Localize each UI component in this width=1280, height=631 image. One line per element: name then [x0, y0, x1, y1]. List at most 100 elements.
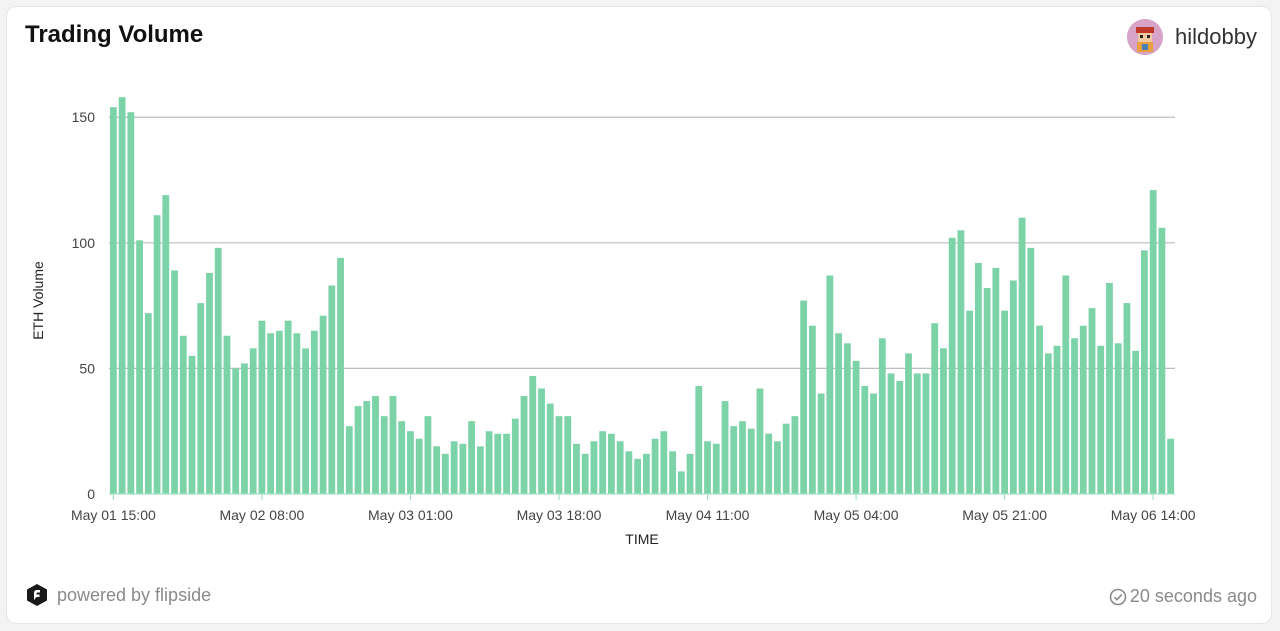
flipside-logo-icon — [27, 584, 47, 606]
bar — [1106, 283, 1113, 494]
bar — [136, 240, 143, 494]
bar — [774, 441, 781, 494]
bar — [878, 338, 886, 494]
bar-chart: 0 50 100 150 May 01 15:00 May 02 08:00 May 03 … — [30, 97, 1196, 547]
bar — [223, 335, 231, 494]
bar — [433, 446, 441, 494]
bar — [573, 443, 580, 494]
bar — [599, 431, 607, 494]
x-tick-label: May 03 01:00 — [368, 507, 453, 523]
bar — [704, 441, 711, 494]
last-updated: 20 seconds ago — [1108, 586, 1257, 607]
bar — [913, 373, 921, 494]
bar — [843, 343, 851, 494]
bar — [354, 406, 362, 494]
user-avatar-icon[interactable] — [1127, 19, 1164, 55]
bar — [415, 438, 423, 494]
username[interactable]: hildobby — [1175, 24, 1257, 49]
x-tick-label: May 02 08:00 — [219, 507, 304, 523]
bar — [372, 396, 379, 494]
x-tick-label: May 05 04:00 — [814, 507, 899, 523]
chart-card: Trading Volume hildobby 0 50 100 150 May 01 … — [6, 6, 1272, 624]
bar — [1114, 343, 1122, 494]
bar — [302, 348, 310, 494]
bar — [922, 373, 930, 494]
bar — [1071, 338, 1078, 494]
powered-by-text: powered by flipside — [57, 584, 212, 605]
bar — [1097, 345, 1105, 494]
bar — [258, 320, 266, 494]
bar — [127, 112, 135, 494]
bar — [214, 247, 222, 494]
bar — [992, 267, 1000, 494]
bar — [1149, 190, 1157, 494]
bar — [267, 333, 275, 494]
bar — [896, 380, 904, 494]
user-profile[interactable]: hildobby — [1127, 19, 1257, 55]
bar — [948, 237, 956, 495]
bar — [407, 431, 414, 494]
bar — [179, 335, 187, 494]
bar — [520, 396, 528, 494]
bar — [441, 453, 449, 494]
bar — [791, 416, 799, 494]
bar — [669, 451, 676, 494]
bar — [188, 355, 196, 494]
bar — [808, 325, 816, 494]
bar — [1009, 280, 1017, 494]
bar — [1036, 325, 1043, 494]
powered-by-link[interactable]: powered by flipside — [25, 583, 211, 607]
y-tick-label: 100 — [72, 235, 96, 251]
bar — [642, 453, 650, 494]
bar — [171, 270, 178, 494]
bar — [1141, 250, 1148, 494]
bar — [1062, 275, 1070, 494]
bar — [590, 441, 598, 494]
bar — [817, 393, 825, 494]
bar — [974, 262, 982, 494]
bar — [747, 428, 755, 494]
bar — [835, 333, 843, 494]
bar — [241, 363, 248, 494]
bar — [546, 403, 554, 494]
chart-title: Trading Volume — [25, 21, 204, 48]
bar — [940, 348, 947, 494]
check-circle-icon — [1109, 588, 1127, 605]
bar — [118, 97, 126, 494]
bar — [608, 433, 615, 494]
bar — [328, 285, 336, 494]
bar — [162, 195, 170, 494]
bar — [686, 453, 694, 494]
bar — [380, 416, 388, 494]
bar — [494, 433, 502, 494]
bar — [870, 393, 877, 494]
bar — [424, 416, 432, 494]
bar — [712, 443, 720, 494]
y-tick-label: 150 — [72, 109, 96, 125]
bar — [765, 433, 773, 494]
bar — [503, 433, 510, 494]
last-updated-text: 20 seconds ago — [1129, 586, 1257, 606]
bar — [511, 418, 519, 494]
bar — [905, 353, 912, 494]
bar — [957, 230, 965, 494]
bar — [1053, 345, 1061, 494]
bar — [538, 388, 545, 494]
x-tick-label: May 01 15:00 — [71, 507, 156, 523]
bar — [468, 421, 476, 494]
bar — [144, 313, 152, 494]
bar — [1088, 308, 1096, 494]
bar — [861, 385, 869, 494]
bar — [555, 416, 563, 494]
bar — [1044, 353, 1052, 494]
bar — [660, 431, 668, 494]
bar — [1001, 310, 1009, 494]
bar — [887, 373, 895, 494]
bar — [363, 401, 371, 494]
bar — [651, 438, 659, 494]
bar — [389, 396, 397, 494]
bar — [109, 107, 117, 494]
bar — [206, 272, 213, 494]
bar — [625, 451, 633, 494]
bar — [1027, 247, 1035, 494]
